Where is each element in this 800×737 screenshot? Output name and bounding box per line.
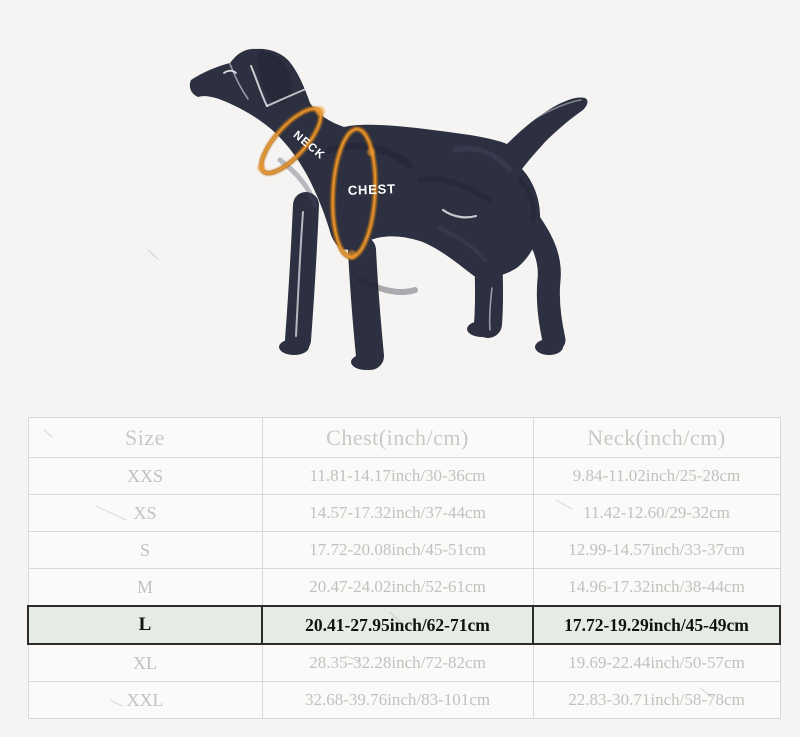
neck-glow-spot xyxy=(257,164,265,172)
col-header-neck: Neck(inch/cm) xyxy=(532,417,781,458)
size-value: M xyxy=(27,568,263,607)
dog-body xyxy=(189,48,588,278)
size-value: XXS xyxy=(27,457,263,495)
table-row-xs: XS 14.57-17.32inch/37-44cm 11.42-12.60/2… xyxy=(27,494,781,532)
dog-eye xyxy=(223,69,237,74)
table-row-xxl: XXL 32.68-39.76inch/83-101cm 22.83-30.71… xyxy=(27,681,781,719)
table-row-xxs: XXS 11.81-14.17inch/30-36cm 9.84-11.02in… xyxy=(27,457,781,495)
neck-value: 22.83-30.71inch/58-78cm xyxy=(532,681,781,719)
neck-value: 11.42-12.60/29-32cm xyxy=(532,494,781,532)
chest-value: 20.41-27.95inch/62-71cm xyxy=(261,605,534,645)
neck-value: 9.84-11.02inch/25-28cm xyxy=(532,457,781,495)
chest-value: 20.47-24.02inch/52-61cm xyxy=(261,568,534,607)
table-row-xl: XL 28.35-32.28inch/72-82cm 19.69-22.44in… xyxy=(27,643,781,682)
neck-value: 17.72-19.29inch/45-49cm xyxy=(532,605,781,645)
size-value: XXL xyxy=(27,681,263,719)
neck-value: 14.96-17.32inch/38-44cm xyxy=(532,568,781,607)
dog-paw xyxy=(535,339,563,355)
size-value: L xyxy=(27,605,263,645)
chest-value: 17.72-20.08inch/45-51cm xyxy=(261,531,534,569)
dog-highlight-lines xyxy=(223,63,582,337)
size-value: XS xyxy=(27,494,263,532)
dog-paw xyxy=(279,339,309,355)
dog-front-leg-near xyxy=(348,236,384,370)
size-value: XL xyxy=(27,643,263,682)
chest-value: 32.68-39.76inch/83-101cm xyxy=(261,681,534,719)
table-row-l-highlighted: L 20.41-27.95inch/62-71cm 17.72-19.29inc… xyxy=(27,605,781,645)
neck-value: 19.69-22.44inch/50-57cm xyxy=(532,643,781,682)
chest-glow-spot xyxy=(367,148,375,156)
table-header-row: Size Chest(inch/cm) Neck(inch/cm) xyxy=(27,417,781,458)
chest-value: 14.57-17.32inch/37-44cm xyxy=(261,494,534,532)
dog-paw xyxy=(467,321,497,337)
chest-value: 28.35-32.28inch/72-82cm xyxy=(261,643,534,682)
dog-silhouette xyxy=(189,48,588,370)
size-table: Size Chest(inch/cm) Neck(inch/cm) XXS 11… xyxy=(27,417,781,719)
col-header-size: Size xyxy=(27,417,263,458)
chest-glow-spot xyxy=(347,250,357,260)
dog-ear xyxy=(257,51,292,104)
chest-label: CHEST xyxy=(348,181,397,198)
dog-front-leg-far xyxy=(285,192,319,353)
table-row-m: M 20.47-24.02inch/52-61cm 14.96-17.32inc… xyxy=(27,568,781,607)
table-row-s: S 17.72-20.08inch/45-51cm 12.99-14.57inc… xyxy=(27,531,781,569)
neck-glow-spot xyxy=(315,106,325,116)
neck-value: 12.99-14.57inch/33-37cm xyxy=(532,531,781,569)
size-chart: Size Chest(inch/cm) Neck(inch/cm) XXS 11… xyxy=(27,417,781,719)
dog-diagram: NECK CHEST xyxy=(189,48,588,370)
dog-paw xyxy=(351,354,381,370)
dog-rear-leg-far xyxy=(516,208,566,352)
chest-measurement-annotation: CHEST xyxy=(330,126,397,260)
chest-value: 11.81-14.17inch/30-36cm xyxy=(261,457,534,495)
col-header-chest: Chest(inch/cm) xyxy=(261,417,534,458)
size-value: S xyxy=(27,531,263,569)
